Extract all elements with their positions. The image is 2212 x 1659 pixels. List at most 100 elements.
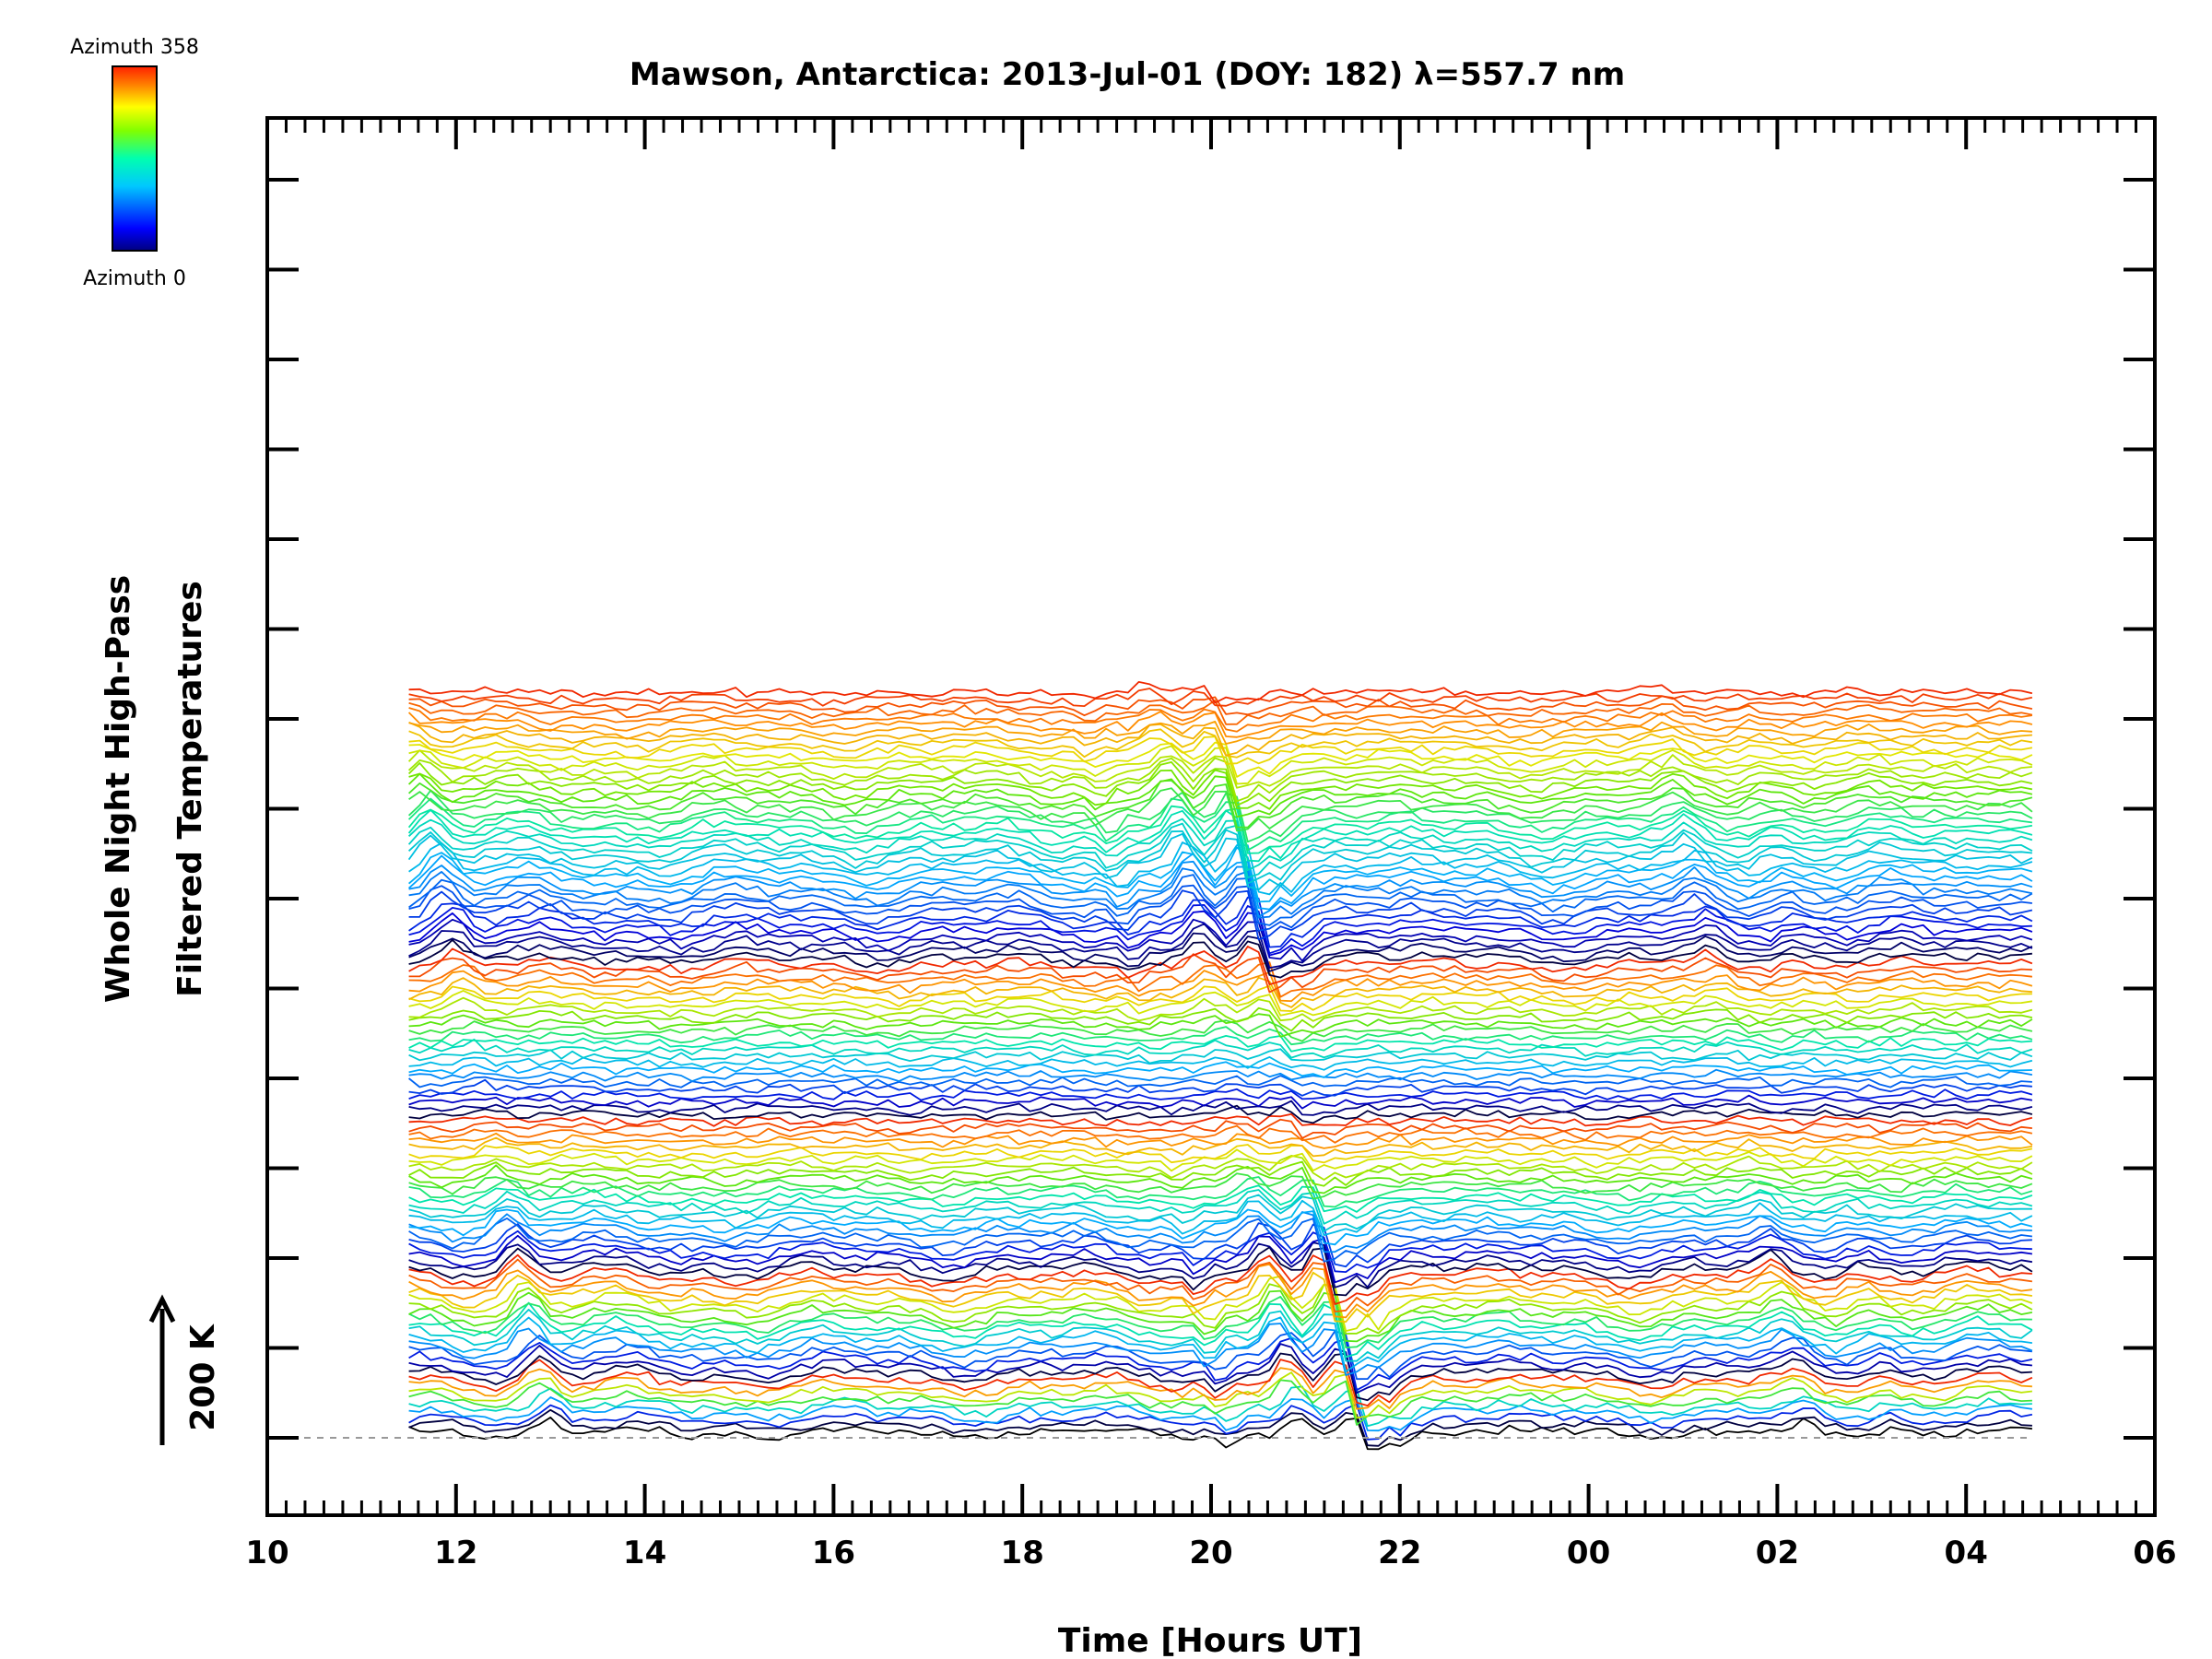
temperature-series-line xyxy=(408,1417,2032,1451)
temperature-series-line xyxy=(408,1068,2033,1082)
temperature-series-line xyxy=(408,1088,2033,1101)
temperature-series-line xyxy=(408,1396,2033,1432)
colorbar-bottom-label: Azimuth 0 xyxy=(83,267,186,290)
temperature-series-line xyxy=(408,910,2033,957)
temperature-series-line xyxy=(407,757,2033,803)
temperature-series-line xyxy=(408,984,2032,1012)
temperature-series-line xyxy=(408,1258,2033,1312)
temperature-series-line xyxy=(408,681,2033,704)
x-tick-label: 04 xyxy=(1945,1535,1988,1571)
temperature-series-line xyxy=(408,745,2033,785)
temperature-series-line xyxy=(408,1100,2033,1116)
temperature-series-line xyxy=(408,1408,2032,1447)
temperature-series-line xyxy=(407,749,2032,789)
temperature-series-line xyxy=(408,904,2032,955)
temperature-series-line xyxy=(408,1218,2033,1263)
temperature-series-line xyxy=(408,1112,2033,1127)
temperature-series-line xyxy=(408,1013,2033,1038)
x-tick-label: 00 xyxy=(1567,1535,1610,1571)
temperature-series-line xyxy=(408,1211,2032,1253)
temperature-series-line xyxy=(408,1094,2033,1110)
temperature-series-line xyxy=(408,1336,2033,1392)
temperature-series-line xyxy=(408,884,2033,932)
x-tick-label: 16 xyxy=(812,1535,855,1571)
y-axis-ticks xyxy=(267,178,2155,1440)
temperature-series-line xyxy=(408,1118,2032,1139)
temperature-series-line xyxy=(408,721,2032,757)
temperature-series-line xyxy=(408,787,2033,832)
temperature-series-line xyxy=(408,1176,2033,1208)
temperature-series-line xyxy=(408,1056,2033,1071)
temperature-series-line xyxy=(408,1275,2033,1332)
temperature-series-line xyxy=(408,976,2032,1008)
temperature-series-line xyxy=(408,1061,2032,1078)
x-tick-label: 10 xyxy=(245,1535,288,1571)
temperature-series-line xyxy=(408,1222,2032,1268)
temperature-series-line xyxy=(408,700,2033,725)
temperature-series-line xyxy=(408,1253,2032,1305)
temperature-series-line xyxy=(408,867,2033,919)
temperature-series-line xyxy=(407,808,2033,863)
temperature-series-line xyxy=(407,711,2033,738)
temperature-series-line xyxy=(408,938,2032,979)
temperature-series-line xyxy=(408,1006,2033,1032)
temperature-series-line xyxy=(408,1241,2033,1288)
temperature-series-line xyxy=(408,1172,2033,1200)
temperature-series-line xyxy=(408,1026,2033,1046)
temperature-series-line xyxy=(407,822,2033,879)
temperature-series-line xyxy=(408,1379,2032,1426)
temperature-series-line xyxy=(408,1038,2033,1059)
temperature-series-line xyxy=(408,1289,2033,1343)
temperature-series-line xyxy=(408,932,2033,972)
temperature-series-line xyxy=(408,1246,2033,1297)
x-tick-label: 06 xyxy=(2133,1535,2176,1571)
x-tick-label: 22 xyxy=(1378,1535,1421,1571)
temperature-series-line xyxy=(408,1371,2033,1419)
temperature-series-line xyxy=(408,923,2033,969)
x-tick-label: 18 xyxy=(1001,1535,1044,1571)
colorbar xyxy=(112,65,158,252)
temperature-series-line xyxy=(408,970,2033,1003)
temperature-series-line xyxy=(408,1352,2032,1402)
temperature-series-line xyxy=(408,707,2033,733)
temperature-series-line xyxy=(407,789,2033,843)
temperature-series-line xyxy=(408,728,2033,759)
temperature-series-line xyxy=(407,797,2033,852)
series-group xyxy=(407,681,2033,1451)
temperature-series-line xyxy=(408,860,2033,918)
temperature-series-line xyxy=(408,841,2033,896)
temperature-series-line xyxy=(408,1271,2033,1324)
temperature-series-line xyxy=(408,1385,2032,1428)
x-tick-label: 14 xyxy=(623,1535,666,1571)
temperature-series-line xyxy=(407,761,2033,806)
temperature-series-line xyxy=(408,688,2033,707)
y-axis-label-line-2: Filtered Temperatures xyxy=(171,581,209,997)
temperature-series-line xyxy=(408,1403,2033,1441)
temperature-series-line xyxy=(408,1184,2033,1213)
temperature-series-line xyxy=(408,1144,2033,1164)
x-axis: 10 12 14 16 18 20 22 00 02 04 06 xyxy=(245,118,2177,1571)
temperature-series-line xyxy=(408,1343,2032,1394)
temperature-series-line xyxy=(408,1019,2033,1042)
temperature-series-line xyxy=(408,990,2033,1017)
temperature-series-line xyxy=(408,735,2033,765)
temperature-series-line xyxy=(408,889,2033,941)
temperature-series-line xyxy=(408,1309,2033,1362)
scale-bar-arrow-head xyxy=(148,1294,176,1324)
temperature-series-line xyxy=(408,1199,2033,1236)
temperature-series-line xyxy=(408,1148,2033,1172)
temperature-series-line xyxy=(407,779,2033,829)
x-tick-label: 02 xyxy=(1756,1535,1799,1571)
temperature-series-line xyxy=(408,1330,2032,1381)
temperature-series-line xyxy=(408,1283,2033,1335)
x-tick-label: 20 xyxy=(1189,1535,1232,1571)
temperature-series-line xyxy=(408,1367,2032,1410)
temperature-series-line xyxy=(408,1189,2033,1225)
temperature-series-line xyxy=(408,1323,2033,1376)
temperature-series-line xyxy=(407,832,2033,891)
temperature-series-line xyxy=(408,961,2032,998)
y-axis-label-line-1: Whole Night High-Pass xyxy=(100,575,137,1003)
temperature-series-line xyxy=(407,818,2033,871)
temperature-series-line xyxy=(408,1124,2033,1144)
